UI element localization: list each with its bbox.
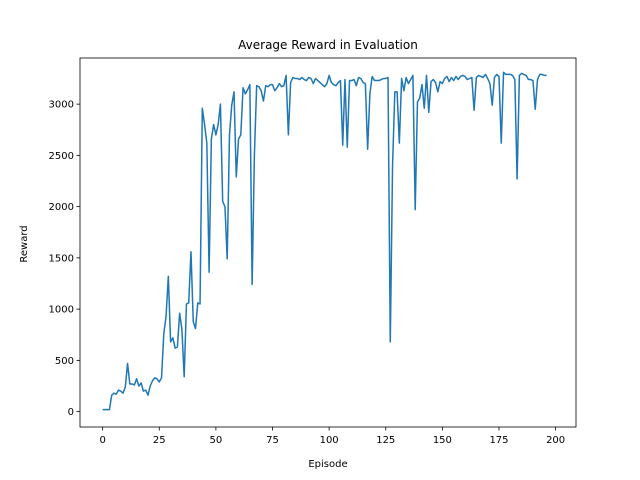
chart-title: Average Reward in Evaluation <box>238 38 418 52</box>
x-tick-label: 150 <box>433 435 452 446</box>
x-tick-label: 200 <box>546 435 565 446</box>
y-tick-label: 1000 <box>49 305 74 316</box>
x-tick-label: 25 <box>153 435 166 446</box>
y-tick-label: 0 <box>68 407 74 418</box>
y-tick-label: 2500 <box>49 151 74 162</box>
x-tick-label: 75 <box>266 435 279 446</box>
x-tick-label: 100 <box>320 435 339 446</box>
y-tick-label: 500 <box>55 356 74 367</box>
y-axis-title: Reward <box>19 225 30 262</box>
x-tick-label: 0 <box>99 435 105 446</box>
x-axis-title: Episode <box>308 459 347 470</box>
y-tick-label: 1500 <box>49 253 74 264</box>
x-tick-label: 125 <box>376 435 395 446</box>
x-tick-label: 175 <box>489 435 508 446</box>
y-tick-label: 2000 <box>49 202 74 213</box>
series-line <box>102 71 547 411</box>
plot-area: 0 25 50 75 100 125 150 175 200050010001500200025… <box>49 57 577 446</box>
x-tick-label: 50 <box>210 435 223 446</box>
y-tick-label: 3000 <box>49 100 74 111</box>
axes-frame <box>79 57 577 428</box>
